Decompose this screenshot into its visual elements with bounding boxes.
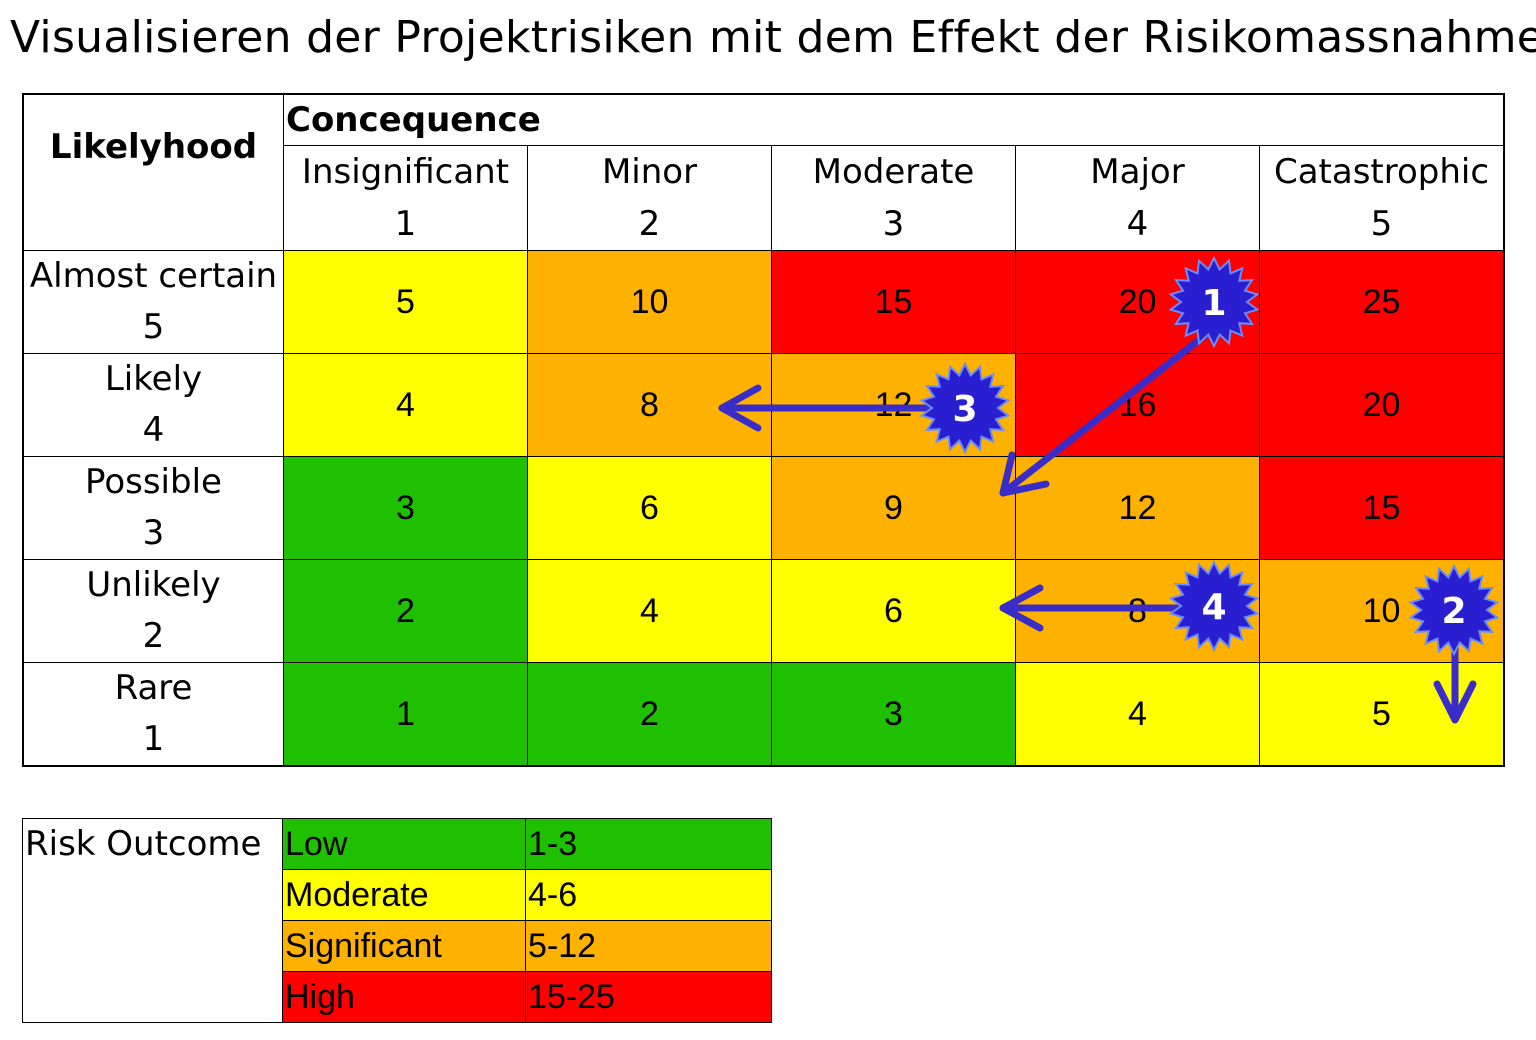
likelihood-row-header: Almost certain 5 <box>22 250 284 354</box>
risk-score-cell: 3 <box>283 456 528 560</box>
legend-level-range: 5-12 <box>525 920 772 972</box>
risk-score-cell: 5 <box>1259 662 1505 767</box>
legend-level-name: Low <box>282 818 526 870</box>
risk-score-cell: 20 <box>1015 250 1260 354</box>
consequence-column-insignificant: Insignificant 1 <box>283 145 528 251</box>
likelihood-row-header: Rare 1 <box>22 662 284 767</box>
risk-score-cell: 8 <box>1015 559 1260 663</box>
likelihood-row-header: Possible 3 <box>22 456 284 560</box>
risk-score-cell: 4 <box>1015 662 1260 767</box>
legend-level-range: 1-3 <box>525 818 772 870</box>
legend-level-name: High <box>282 971 526 1023</box>
consequence-number: 1 <box>394 204 417 244</box>
consequence-column-moderate: Moderate 3 <box>771 145 1016 251</box>
risk-score-cell: 8 <box>527 353 772 457</box>
likelihood-row-header: Likely 4 <box>22 353 284 457</box>
risk-score-cell: 4 <box>283 353 528 457</box>
risk-score-cell: 12 <box>1015 456 1260 560</box>
risk-matrix: Likelyhood Concequence Insignificant 1 Min… <box>22 93 1505 767</box>
risk-score-cell: 3 <box>771 662 1016 767</box>
consequence-number: 4 <box>1126 204 1149 244</box>
legend-level-name: Significant <box>282 920 526 972</box>
consequence-column-minor: Minor 2 <box>527 145 772 251</box>
risk-score-cell: 20 <box>1259 353 1505 457</box>
risk-score-cell: 4 <box>527 559 772 663</box>
likelihood-name: Likely <box>104 359 203 399</box>
risk-score-cell: 9 <box>771 456 1016 560</box>
legend-level-range: 4-6 <box>525 869 772 921</box>
consequence-number: 3 <box>882 204 905 244</box>
matrix-row: Almost certain 5 5 10 15 20 25 <box>22 250 1505 354</box>
risk-score-cell: 25 <box>1259 250 1505 354</box>
risk-score-cell: 16 <box>1015 353 1260 457</box>
legend-level-name: Moderate <box>282 869 526 921</box>
risk-score-cell: 1 <box>283 662 528 767</box>
likelihood-number: 5 <box>142 307 165 347</box>
matrix-row: Likely 4 4 8 12 16 20 <box>22 353 1505 457</box>
likelihood-name: Almost certain <box>29 256 278 296</box>
likelihood-number: 3 <box>142 513 165 553</box>
legend-row: Risk Outcome Low 1-3 <box>22 818 772 1023</box>
consequence-number: 5 <box>1370 204 1393 244</box>
page-title: Visualisieren der Projektrisiken mit dem… <box>10 12 1536 63</box>
risk-outcome-legend: Risk Outcome Low 1-3 Moderate 4-6 Significant… <box>22 818 772 1023</box>
legend-label: Risk Outcome <box>22 818 283 1023</box>
risk-score-cell: 10 <box>527 250 772 354</box>
consequence-name: Moderate <box>812 152 975 192</box>
consequence-name: Insignificant <box>301 152 510 192</box>
legend-row: Significant 5-12 <box>23 920 772 972</box>
risk-score-cell: 10 <box>1259 559 1505 663</box>
likelihood-row-header: Unlikely 2 <box>22 559 284 663</box>
legend-row: High 15-25 <box>23 971 772 1023</box>
likelihood-number: 4 <box>142 410 165 450</box>
consequence-name: Minor <box>601 152 698 192</box>
likelihood-number: 1 <box>142 719 165 759</box>
risk-score-cell: 12 <box>771 353 1016 457</box>
matrix-row: Unlikely 2 2 4 6 8 10 <box>22 559 1505 663</box>
matrix-row: Possible 3 3 6 9 12 15 <box>22 456 1505 560</box>
likelihood-name: Rare <box>114 668 193 708</box>
legend-level-range: 15-25 <box>525 971 772 1023</box>
consequence-name: Catastrophic <box>1273 152 1490 192</box>
risk-score-cell: 2 <box>283 559 528 663</box>
consequence-column-major: Major 4 <box>1015 145 1260 251</box>
legend-row: Moderate 4-6 <box>23 869 772 921</box>
risk-score-cell: 15 <box>1259 456 1505 560</box>
risk-score-cell: 5 <box>283 250 528 354</box>
likelihood-number: 2 <box>142 616 165 656</box>
risk-score-cell: 15 <box>771 250 1016 354</box>
consequence-number: 2 <box>638 204 661 244</box>
likelihood-name: Unlikely <box>86 565 221 605</box>
matrix-row: Rare 1 1 2 3 4 5 <box>22 662 1505 767</box>
risk-score-cell: 2 <box>527 662 772 767</box>
risk-score-cell: 6 <box>771 559 1016 663</box>
likelihood-name: Possible <box>85 462 222 502</box>
likelihood-header: Likelyhood <box>22 93 284 251</box>
consequence-name: Major <box>1090 152 1185 192</box>
consequence-column-catastrophic: Catastrophic 5 <box>1259 145 1505 251</box>
risk-score-cell: 6 <box>527 456 772 560</box>
consequence-header: Concequence <box>283 93 1505 146</box>
